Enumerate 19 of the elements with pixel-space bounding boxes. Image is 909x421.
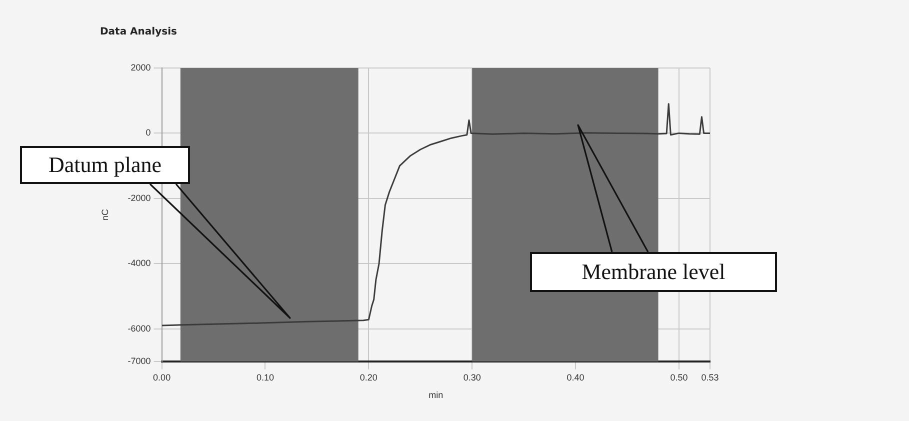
x-tick-label: 0.00 [153,372,171,382]
x-tick-label: 0.53 [701,372,719,382]
callout-box: Membrane level [530,252,777,292]
x-axis-title: min [428,390,444,400]
x-tick-label: 0.10 [256,372,274,382]
x-tick-label: 0.20 [360,372,378,382]
x-tick-label: 0.50 [670,372,688,382]
x-tick-label: 0.30 [463,372,481,382]
y-tick-label: 2000 [130,62,151,72]
chart-title: Data Analysis [100,26,177,38]
y-tick-label: -2000 [128,192,151,203]
y-axis-title: nC [100,208,110,220]
annotation: Membrane level [582,259,726,285]
x-tick-label: 0.40 [566,372,584,382]
y-tick-label: -6000 [128,323,151,334]
y-tick-label: -4000 [128,258,151,268]
callout-box: Datum plane [20,146,190,184]
y-tick-label: -7000 [128,356,151,366]
y-tick-label: 0 [146,128,151,138]
